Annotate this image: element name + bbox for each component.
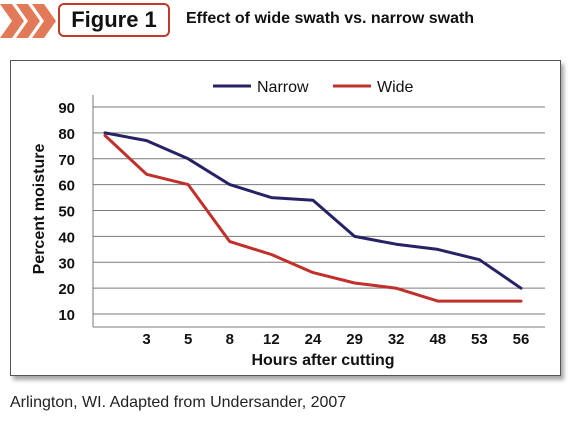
y-axis-title: Percent moisture — [31, 144, 48, 275]
line-chart: 10 20 30 40 50 60 70 80 90 3 5 8 12 24 29 32 48 53 56 Hours… — [31, 79, 545, 369]
y-tick-label: 40 — [58, 229, 75, 246]
x-tick-label: 48 — [429, 331, 446, 348]
x-tick-label: 53 — [471, 331, 488, 348]
y-tick-label: 10 — [58, 307, 75, 324]
figure-caption: Arlington, WI. Adapted from Undersander,… — [10, 394, 347, 411]
x-tick-label: 8 — [226, 331, 234, 348]
y-tick-label: 20 — [58, 281, 75, 298]
legend-label-wide: Wide — [377, 79, 414, 96]
figure-header: Figure 1 Effect of wide swath vs. narrow… — [0, 0, 575, 44]
y-tick-label: 90 — [58, 100, 75, 117]
y-tick-label: 50 — [58, 204, 75, 221]
series-line-narrow — [103, 131, 523, 290]
figure-title: Effect of wide swath vs. narrow swath — [186, 10, 475, 27]
chart-frame: 10 20 30 40 50 60 70 80 90 3 5 8 12 24 29 32 48 53 56 Hours… — [10, 60, 561, 376]
y-tick-label: 70 — [58, 152, 75, 169]
x-tick-label: 3 — [142, 331, 150, 348]
x-tick-label: 5 — [184, 331, 192, 348]
figure-label: Figure 1 — [71, 7, 157, 32]
y-tick-label: 30 — [58, 255, 75, 272]
chevron-decoration-icon — [0, 4, 56, 38]
series-line-wide — [103, 134, 523, 303]
x-tick-label: 32 — [388, 331, 405, 348]
x-tick-label: 24 — [305, 331, 322, 348]
x-tick-label: 56 — [513, 331, 530, 348]
y-tick-label: 80 — [58, 126, 75, 143]
figure-badge: Figure 1 — [58, 3, 170, 37]
legend-label-narrow: Narrow — [257, 79, 309, 96]
x-axis-title: Hours after cutting — [251, 352, 394, 369]
x-tick-label: 29 — [346, 331, 363, 348]
y-tick-label: 60 — [58, 178, 75, 195]
x-tick-label: 12 — [263, 331, 280, 348]
